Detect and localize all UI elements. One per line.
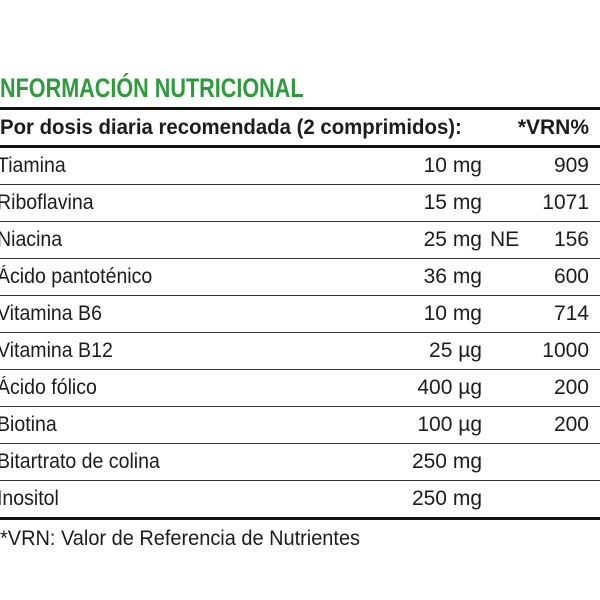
vrn-value: 1000	[542, 339, 589, 362]
top-divider	[0, 107, 600, 110]
nutrient-row: Vitamina B6 10 mg 714	[0, 296, 600, 333]
amount-note: NE	[490, 228, 520, 251]
vrn-value: 714	[553, 302, 589, 325]
nutrient-name: Inositol	[0, 487, 59, 510]
footnote: *VRN: Valor de Referencia de Nutrientes	[0, 527, 361, 550]
nutrient-amount: 25 mg	[423, 228, 482, 251]
nutrient-amount: 250 mg	[411, 487, 482, 510]
nutrient-amount: 36 mg	[423, 265, 482, 288]
vrn-value: 600	[553, 265, 589, 288]
nutrient-amount: 100 µg	[417, 413, 482, 436]
nutrient-name: Bitartrato de colina	[0, 450, 160, 473]
vrn-value: 909	[553, 154, 589, 177]
nutrient-name: Riboflavina	[0, 191, 94, 214]
nutrient-name: Vitamina B12	[0, 339, 113, 362]
nutrient-amount: 10 mg	[423, 154, 482, 177]
nutrient-row: Niacina 25 mg NE 156	[0, 222, 600, 259]
nutrient-name: Niacina	[0, 228, 63, 251]
nutrient-amount: 25 µg	[429, 339, 482, 362]
nutrient-amount: 400 µg	[417, 376, 482, 399]
nutrient-row: Ácido pantoténico 36 mg 600	[0, 259, 600, 296]
nutrient-row: Tiamina 10 mg 909	[0, 148, 600, 185]
nutrient-name: Biotina	[0, 413, 57, 436]
vrn-value: 200	[553, 376, 589, 399]
bottom-divider	[0, 517, 600, 520]
header-label: Por dosis diaria recomendada (2 comprimi…	[0, 116, 462, 139]
nutrient-row: Ácido fólico 400 µg 200	[0, 370, 600, 407]
nutrient-amount: 250 mg	[411, 450, 482, 473]
nutrient-name: Tiamina	[0, 154, 66, 177]
nutrient-name: Ácido fólico	[0, 376, 97, 399]
header-divider	[0, 145, 600, 148]
nutrient-row: Biotina 100 µg 200	[0, 407, 600, 444]
table-header: Por dosis diaria recomendada (2 comprimi…	[0, 110, 600, 145]
nutrient-name: Vitamina B6	[0, 302, 102, 325]
nutrient-amount: 10 mg	[423, 302, 482, 325]
section-title: INFORMACIÓN NUTRICIONAL	[0, 73, 304, 103]
nutrient-name: Ácido pantoténico	[0, 265, 153, 288]
vrn-value: 156	[553, 228, 589, 251]
nutrient-row: Bitartrato de colina 250 mg	[0, 444, 600, 481]
vrn-header: *VRN%	[517, 116, 589, 139]
nutrient-row: Riboflavina 15 mg 1071	[0, 185, 600, 222]
vrn-value: 1071	[542, 191, 589, 214]
vrn-value: 200	[553, 413, 589, 436]
nutrient-amount: 15 mg	[423, 191, 482, 214]
nutrient-row: Inositol 250 mg	[0, 481, 600, 518]
nutrient-row: Vitamina B12 25 µg 1000	[0, 333, 600, 370]
